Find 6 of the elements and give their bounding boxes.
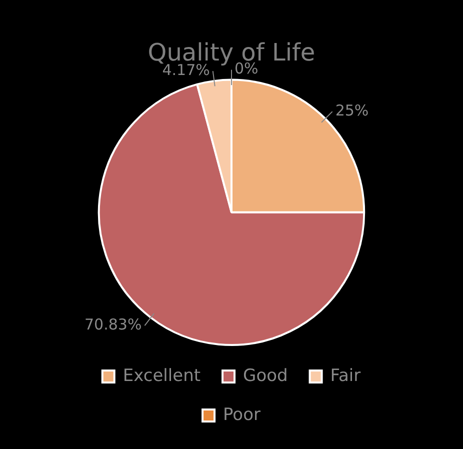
data-label: 70.83% [84,315,142,334]
legend-label: Good [243,366,288,386]
legend-label: Fair [330,366,361,386]
legend-label: Poor [223,404,260,425]
data-label: 25% [335,101,369,120]
legend-label: Excellent [122,366,201,386]
